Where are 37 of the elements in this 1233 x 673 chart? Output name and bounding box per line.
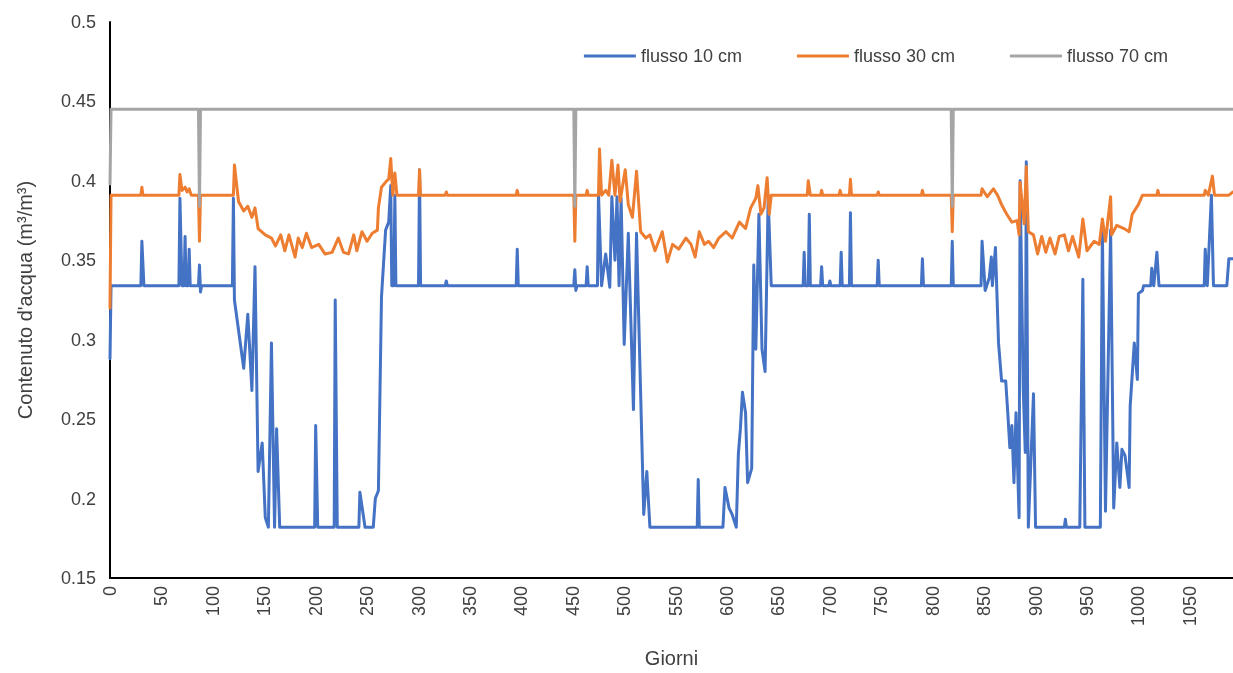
x-tick-label: 200 bbox=[305, 586, 326, 617]
legend-label: flusso 70 cm bbox=[1066, 46, 1169, 66]
y-axis-title: Contenuto d'acqua (m³/m³) bbox=[14, 180, 36, 420]
x-tick-label: 600 bbox=[717, 586, 738, 617]
x-tick-label: 1000 bbox=[1128, 586, 1149, 627]
x-tick-label: 900 bbox=[1025, 586, 1046, 617]
legend-label: flusso 10 cm bbox=[640, 46, 742, 66]
y-tick-label: 0.25 bbox=[60, 409, 96, 430]
line-series bbox=[108, 147, 1233, 310]
x-axis-title: Giorni bbox=[644, 647, 699, 669]
y-tick-label: 0.4 bbox=[70, 170, 96, 191]
x-tick-label: 250 bbox=[357, 586, 378, 617]
legend-label: flusso 30 cm bbox=[853, 46, 955, 66]
x-tick-label: 750 bbox=[871, 586, 892, 617]
x-tick-label: 550 bbox=[665, 586, 686, 617]
y-tick-label: 0.35 bbox=[60, 250, 96, 271]
x-tick-label: 300 bbox=[408, 586, 429, 617]
x-tick-label: 400 bbox=[511, 586, 532, 617]
y-tick-label: 0.5 bbox=[70, 12, 96, 32]
x-tick-label: 0 bbox=[100, 586, 120, 597]
x-tick-label: 150 bbox=[254, 586, 275, 617]
x-tick-label: 700 bbox=[819, 586, 840, 617]
x-tick-label: 450 bbox=[562, 586, 583, 617]
y-tick-label: 0.15 bbox=[60, 568, 96, 588]
y-tick-label: 0.2 bbox=[70, 488, 96, 509]
x-tick-label: 950 bbox=[1076, 586, 1097, 617]
x-tick-label: 800 bbox=[922, 586, 943, 617]
x-tick-label: 850 bbox=[974, 586, 995, 617]
x-tick-label: 100 bbox=[202, 586, 223, 617]
x-tick-label: 1050 bbox=[1179, 586, 1200, 627]
x-tick-label: 350 bbox=[459, 586, 480, 617]
x-tick-label: 650 bbox=[768, 586, 789, 617]
line-series bbox=[108, 160, 1233, 529]
x-tick-label: 50 bbox=[151, 586, 172, 607]
y-tick-label: 0.3 bbox=[70, 329, 96, 350]
x-tick-label: 500 bbox=[614, 586, 635, 617]
y-tick-label: 0.45 bbox=[60, 91, 96, 112]
